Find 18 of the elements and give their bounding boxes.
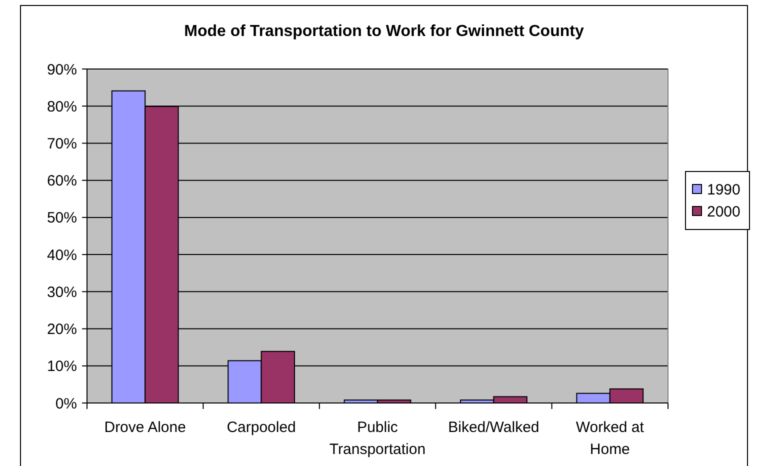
y-tick-label: 50% xyxy=(46,210,77,227)
y-tick-label: 10% xyxy=(46,358,77,376)
y-tick-label: 30% xyxy=(46,284,77,301)
chart-title: Mode of Transportation to Work for Gwinnett County xyxy=(184,23,584,40)
y-tick-label: 20% xyxy=(46,321,77,338)
x-tick-label: Drove Alone xyxy=(104,419,186,436)
y-tick-label: 90% xyxy=(46,61,77,78)
x-tick-label: Public Transportation xyxy=(329,419,426,458)
x-tick-label: Carpooled xyxy=(226,419,296,436)
x-tick-label: Biked/Walked xyxy=(448,419,540,436)
y-tick-label: 40% xyxy=(46,246,77,264)
y-tick-label: 0% xyxy=(55,395,77,412)
y-tick-label: 70% xyxy=(46,135,77,152)
y-tick-label: 80% xyxy=(46,98,77,116)
x-tick-label: Worked at Home xyxy=(576,419,645,458)
legend-label: 1990 xyxy=(707,181,740,198)
legend-label: 2000 xyxy=(707,203,740,220)
y-tick-label: 60% xyxy=(46,172,77,190)
